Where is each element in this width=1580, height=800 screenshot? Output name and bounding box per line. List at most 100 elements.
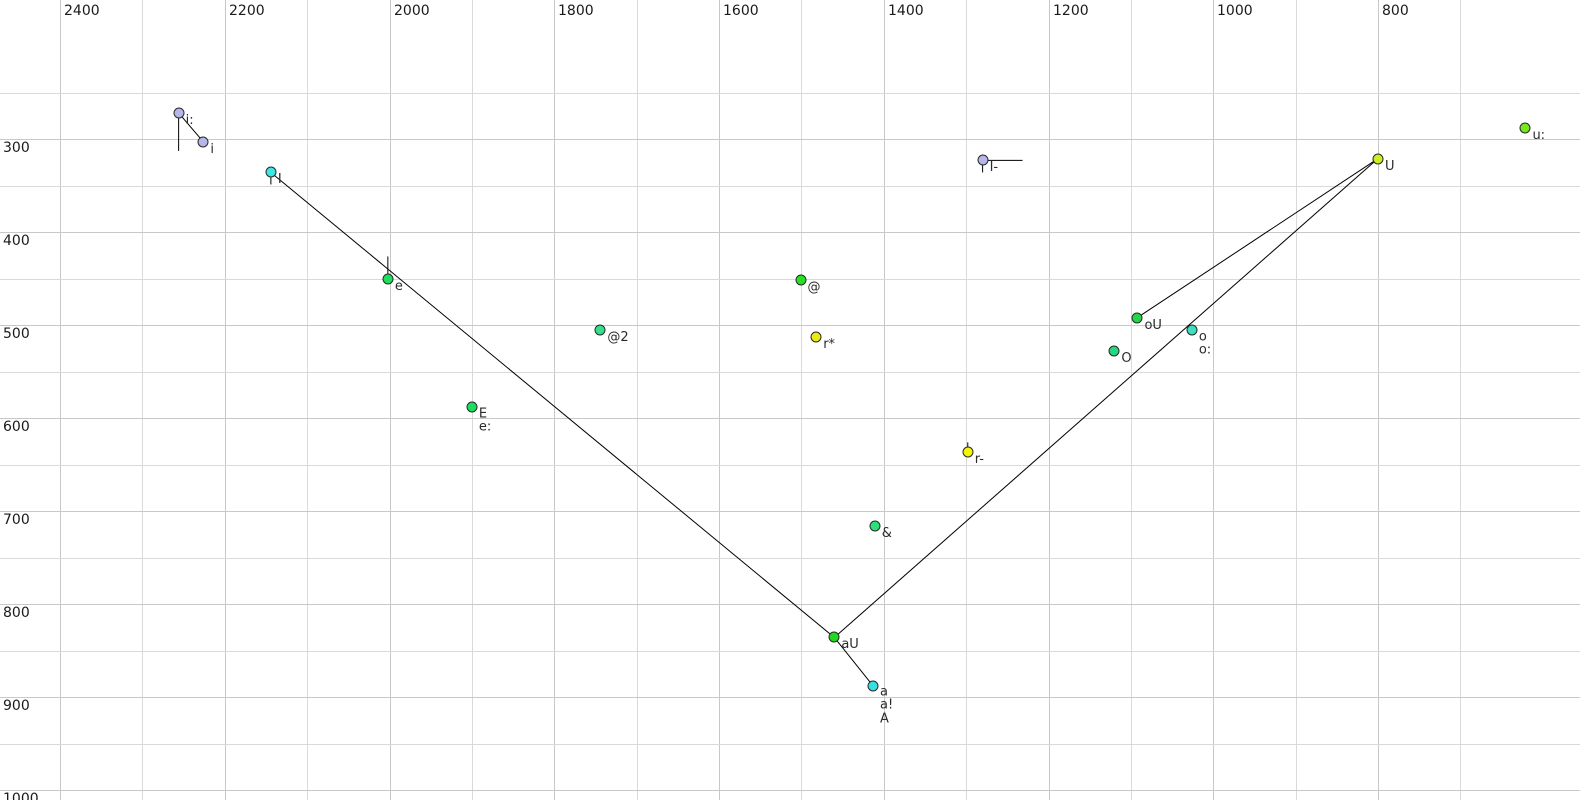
- x-tick-label: 1200: [1053, 3, 1089, 19]
- gridline-vertical: [1460, 0, 1461, 800]
- y-tick-label: 700: [3, 512, 30, 528]
- vowel-label-line: e: [394, 278, 403, 294]
- vowel-point-marker[interactable]: [173, 107, 185, 119]
- vowel-point-marker[interactable]: [869, 520, 881, 532]
- vowel-point-label: e: [395, 280, 403, 294]
- y-tick-label: 300: [3, 140, 30, 156]
- vowel-point-marker[interactable]: [1519, 122, 1531, 134]
- x-tick-label: 1600: [723, 3, 759, 19]
- vowel-point-marker[interactable]: [795, 274, 807, 286]
- vowel-point-label: u:: [1532, 129, 1545, 143]
- vowel-label-line: r*: [823, 337, 836, 353]
- gridline-horizontal: [0, 139, 1580, 140]
- vowel-point-marker[interactable]: [594, 324, 606, 336]
- vowel-label-line: i: [210, 141, 214, 157]
- vowel-point-marker[interactable]: [466, 401, 478, 413]
- vowel-point-label: U: [1385, 160, 1395, 174]
- gridline-vertical: [801, 0, 802, 800]
- gridline-horizontal: [0, 744, 1580, 745]
- y-tick-label: 400: [3, 233, 30, 249]
- gridline-vertical: [637, 0, 638, 800]
- vowel-point-marker[interactable]: [382, 273, 394, 284]
- vowel-label-line: A: [880, 711, 889, 727]
- vowel-point-marker[interactable]: [867, 680, 879, 692]
- vowel-point-label: a a! A: [880, 685, 893, 726]
- gridline-vertical: [390, 0, 391, 800]
- vowel-label-line: o:: [1198, 342, 1212, 358]
- vowel-point-marker[interactable]: [1186, 324, 1198, 336]
- vowel-point-label: r*: [823, 338, 835, 352]
- vowel-point-marker[interactable]: [1108, 345, 1120, 357]
- vowel-point-marker[interactable]: [977, 154, 989, 166]
- x-tick-label: 800: [1382, 3, 1409, 19]
- vowel-label-line: @: [807, 280, 821, 296]
- gridline-horizontal: [0, 558, 1580, 559]
- gridline-horizontal: [0, 325, 1580, 326]
- vowel-point-label: i:: [186, 114, 194, 128]
- vowel-point-marker[interactable]: [197, 136, 209, 148]
- y-tick-label: 600: [3, 419, 30, 435]
- vowel-point-marker[interactable]: [962, 446, 974, 458]
- x-tick-label: 2200: [229, 3, 265, 19]
- gridline-vertical: [307, 0, 308, 800]
- gridline-horizontal: [0, 279, 1580, 280]
- gridline-vertical: [225, 0, 226, 800]
- vowel-point-marker[interactable]: [1131, 312, 1143, 324]
- gridline-horizontal: [0, 418, 1580, 419]
- vowel-point-marker[interactable]: [265, 166, 277, 178]
- y-tick-label: 900: [3, 698, 30, 714]
- vowel-point-label: O: [1121, 352, 1131, 366]
- vowel-label-line: i:: [185, 113, 194, 129]
- gridline-horizontal: [0, 697, 1580, 698]
- connector-line: [1137, 158, 1379, 318]
- vowel-label-line: @2: [607, 329, 629, 345]
- gridline-vertical: [1296, 0, 1297, 800]
- x-tick-label: 1400: [888, 3, 924, 19]
- vowel-label-line: u:: [1532, 128, 1546, 144]
- x-tick-label: 2000: [394, 3, 430, 19]
- gridline-vertical: [966, 0, 967, 800]
- gridline-vertical: [142, 0, 143, 800]
- vowel-point-label: aU: [841, 637, 859, 653]
- vowel-label-line: o: [1198, 329, 1207, 344]
- gridline-vertical: [554, 0, 555, 800]
- gridline-vertical: [1131, 0, 1132, 800]
- vowel-point-label: o o:: [1199, 330, 1211, 357]
- vowel-label-line: E: [478, 406, 488, 422]
- x-tick-label: 1800: [558, 3, 594, 19]
- y-tick-label: 500: [3, 326, 30, 342]
- vowel-point-label: r-: [974, 452, 984, 468]
- vowel-point-marker[interactable]: [1372, 153, 1384, 165]
- vowel-point-label: I: [278, 173, 282, 188]
- gridline-vertical: [1213, 0, 1214, 800]
- gridline-horizontal: [0, 790, 1580, 791]
- gridline-horizontal: [0, 651, 1580, 652]
- vowel-label-line: O: [1121, 351, 1132, 367]
- gridline-horizontal: [0, 465, 1580, 466]
- gridline-vertical: [1378, 0, 1379, 800]
- vowel-point-label: i: [210, 143, 214, 157]
- vowel-point-label: @2: [607, 331, 628, 345]
- vowel-label-line: aU: [841, 637, 859, 653]
- vowel-label-line: &: [881, 526, 892, 542]
- gridline-vertical: [1049, 0, 1050, 800]
- vowel-point-label: oU: [1144, 319, 1161, 333]
- vowel-point-marker[interactable]: [828, 631, 840, 643]
- gridline-vertical: [884, 0, 885, 800]
- gridline-horizontal: [0, 93, 1580, 94]
- vowel-label-line: r-: [974, 452, 984, 468]
- vowel-label-line: a!: [880, 698, 894, 714]
- connector-line: [270, 172, 835, 638]
- x-tick-label: 2400: [64, 3, 100, 19]
- gridline-horizontal: [0, 604, 1580, 605]
- x-tick-label: 1000: [1217, 3, 1253, 19]
- gridline-vertical: [719, 0, 720, 800]
- vowel-label-line: e:: [478, 419, 492, 435]
- vowel-point-marker[interactable]: [810, 331, 822, 343]
- vowel-label-line: I-: [989, 160, 999, 176]
- vowel-point-label: I-: [989, 160, 999, 176]
- vowel-label-line: oU: [1144, 317, 1162, 333]
- vowel-point-label: @: [807, 280, 821, 296]
